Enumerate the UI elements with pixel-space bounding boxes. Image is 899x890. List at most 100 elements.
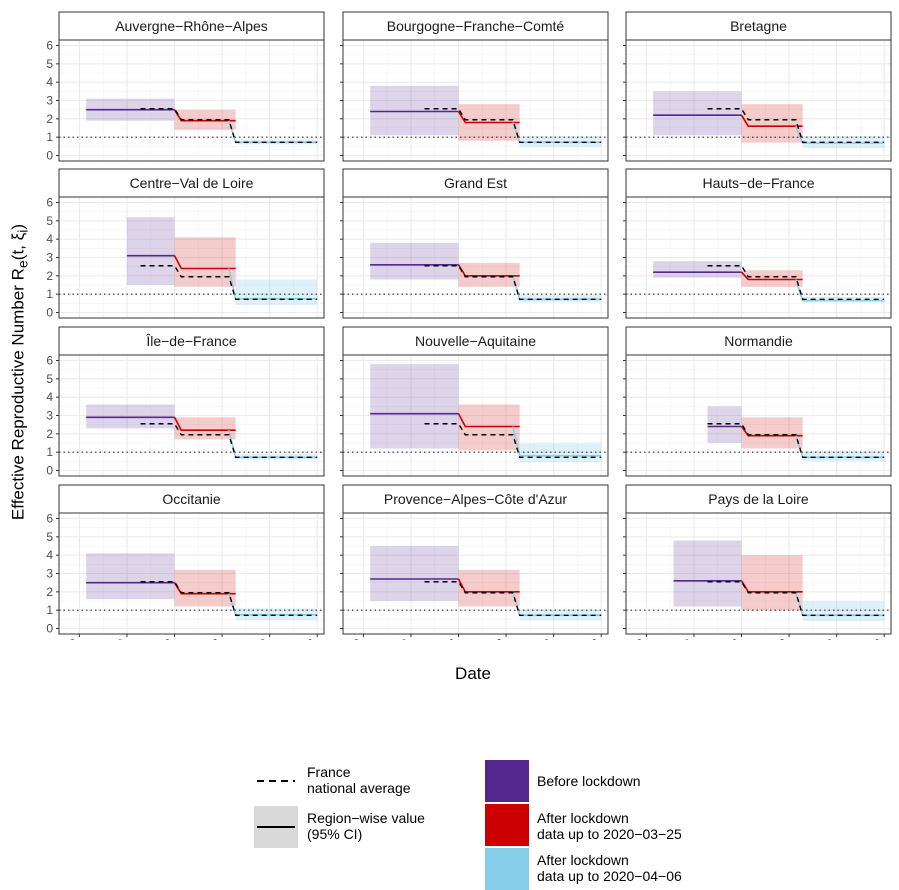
national-average-line <box>707 581 885 616</box>
legend-label-national-line2: national average <box>307 780 411 796</box>
y-axis-title-close: ) <box>8 223 28 230</box>
ribbon-after2 <box>802 136 885 149</box>
national-average-line <box>424 423 602 458</box>
ribbon-after1 <box>741 555 803 611</box>
region-line-after2 <box>795 125 885 144</box>
legend-label-region: Region−wise value (95% CI) <box>307 810 425 842</box>
y-tick-label: 3 <box>46 251 53 265</box>
panel-strip <box>342 484 609 514</box>
y-tick-label: 3 <box>46 567 53 581</box>
y-tick-label: 2 <box>46 112 53 126</box>
panel-4: Centre−Val de Loire 0 1 2 3 4 5 6 <box>46 168 325 320</box>
x-axis-title: Date <box>455 664 491 683</box>
panel-strip <box>58 168 325 198</box>
region-line-after1 <box>740 426 803 437</box>
ribbon-after1 <box>174 109 236 130</box>
y-tick-label: 5 <box>46 214 53 228</box>
legend-label-after2-line1: After lockdown <box>537 852 629 868</box>
region-line-after1 <box>740 114 803 127</box>
region-line-after1 <box>457 413 520 428</box>
y-tick-label: 1 <box>46 603 53 617</box>
legend-key-national <box>257 780 295 782</box>
panel-10: Occitanie 0 1 2 3 4 5 6 Mar 02 Mar 09 Mar 16 Mar 23… <box>42 484 325 640</box>
panel-8: Nouvelle−Aquitaine <box>340 326 609 477</box>
x-tick-label: Mar 09 <box>657 636 696 640</box>
national-average-line <box>424 581 602 616</box>
y-tick-label: 2 <box>46 269 53 283</box>
region-line-after1 <box>173 255 236 270</box>
ribbon-after2 <box>802 601 885 622</box>
panel-strip <box>58 326 325 356</box>
x-tick-label: Mar 02 <box>326 636 365 640</box>
panel-title: Île−de−France <box>145 333 236 349</box>
region-line-after2 <box>512 426 602 457</box>
y-axis-title-main: Effective Reproductive Number R <box>8 268 28 521</box>
y-tick-label: 0 <box>46 149 53 163</box>
panel-title: Auvergne−Rhône−Alpes <box>115 18 268 34</box>
x-tick-label: Mar 23 <box>469 636 508 640</box>
ribbon-after2 <box>235 279 318 306</box>
ribbon-before <box>370 364 459 449</box>
ribbon-before <box>673 540 742 607</box>
x-tick-label: Apr 06 <box>566 636 604 640</box>
ribbon-before <box>370 85 459 136</box>
y-tick-label: 2 <box>46 427 53 441</box>
panel-title: Centre−Val de Loire <box>130 175 254 191</box>
ribbon-after1 <box>174 237 236 287</box>
panel-strip <box>625 11 892 41</box>
panel-strip <box>625 484 892 514</box>
legend-swatch-after1 <box>485 804 529 846</box>
y-tick-label: 5 <box>46 57 53 71</box>
national-average-line <box>140 265 318 300</box>
x-tick-label: Apr 06 <box>282 636 320 640</box>
y-axis-title-subscript: e <box>15 260 32 269</box>
y-tick-label: 0 <box>46 306 53 320</box>
panel-title: Hauts−de−France <box>702 175 814 191</box>
panel-strip <box>342 11 609 41</box>
y-tick-label: 0 <box>46 464 53 478</box>
panel-strip <box>342 168 609 198</box>
ribbon-before <box>653 261 742 278</box>
panel-6: Hauts−de−France <box>623 168 892 319</box>
legend-label-national-line1: France <box>307 764 351 780</box>
panel-5: Grand Est <box>340 168 609 319</box>
legend-label-after1: After lockdown data up to 2020−03−25 <box>537 810 682 842</box>
panel-title: Occitanie <box>162 491 221 507</box>
panel-2: Bourgogne−Franche−Comté <box>340 11 609 162</box>
y-tick-label: 3 <box>46 94 53 108</box>
panel-9: Normandie <box>623 326 892 477</box>
ribbon-after1 <box>741 417 803 449</box>
panel-11: Provence−Alpes−Côte d'Azur Mar 02 Mar 09 Ma… <box>326 484 609 640</box>
y-axis-title-args: (t, ξ <box>8 232 28 261</box>
legend-swatch-after2 <box>485 848 529 890</box>
legend-label-after1-line2: data up to 2020−03−25 <box>537 826 682 842</box>
region-line-after1 <box>457 111 520 124</box>
ribbon-before <box>653 91 742 136</box>
national-average-line <box>707 423 885 458</box>
y-tick-label: 6 <box>46 196 53 210</box>
national-average-line <box>424 265 602 300</box>
ribbon-after1 <box>741 270 803 287</box>
legend-label-after2: After lockdown data up to 2020−04−06 <box>537 852 682 884</box>
x-tick-label: Apr 06 <box>849 636 887 640</box>
panel-title: Nouvelle−Aquitaine <box>415 333 536 349</box>
y-tick-label: 4 <box>46 232 53 246</box>
ribbon-before <box>126 217 175 285</box>
ribbon-after1 <box>174 417 236 440</box>
ribbon-after1 <box>458 263 520 287</box>
y-tick-label: 3 <box>46 409 53 423</box>
x-tick-label: Mar 30 <box>233 636 272 640</box>
x-tick-label: Mar 16 <box>704 636 743 640</box>
y-tick-label: 4 <box>46 548 53 562</box>
panel-1: Auvergne−Rhône−Alpes 0 1 2 3 4 5 6 <box>46 11 325 163</box>
ribbon-after1 <box>458 569 520 607</box>
panel-3: Bretagne <box>623 11 892 162</box>
y-tick-label: 1 <box>46 287 53 301</box>
ribbon-after1 <box>458 404 520 451</box>
region-line-after1 <box>173 416 236 431</box>
national-average-line <box>424 108 602 144</box>
x-tick-label: Mar 16 <box>137 636 176 640</box>
ribbon-before <box>86 404 175 429</box>
panel-7: Île−de−France 0 1 2 3 4 5 6 <box>46 326 325 478</box>
legend-key-region <box>254 806 298 848</box>
